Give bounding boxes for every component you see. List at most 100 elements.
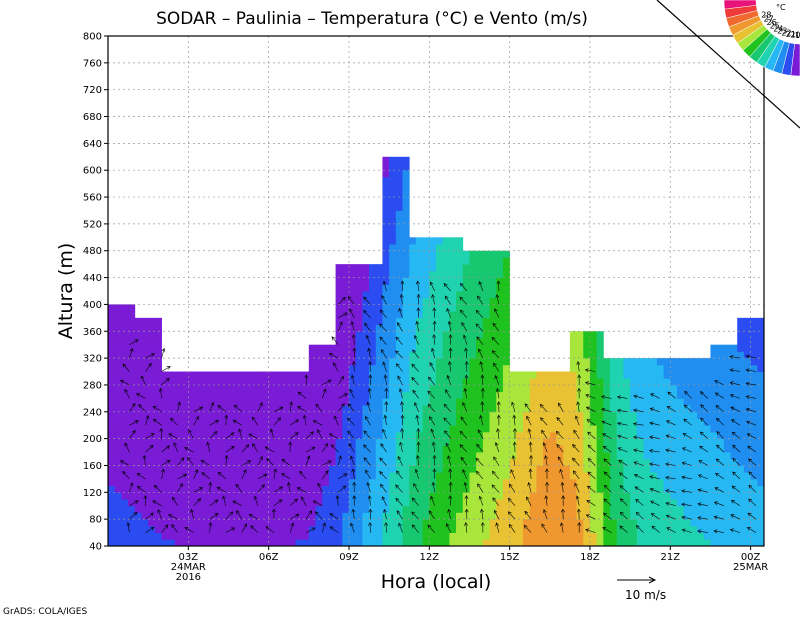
temperature-cell xyxy=(449,391,457,399)
wind-arrow xyxy=(633,409,644,413)
temperature-cell xyxy=(134,499,142,507)
temperature-cell xyxy=(261,525,270,533)
wind-arrowhead xyxy=(496,414,501,419)
wind-arrowhead xyxy=(152,405,157,410)
temperature-cell xyxy=(275,519,283,527)
temperature-cell xyxy=(422,291,430,299)
wind-arrowhead xyxy=(349,388,353,393)
wind-arrow xyxy=(384,509,387,520)
temperature-cell xyxy=(670,465,678,473)
temperature-cell xyxy=(690,492,698,500)
temperature-cell xyxy=(536,452,544,460)
temperature-cell xyxy=(128,485,136,493)
temperature-cell xyxy=(656,532,664,540)
wind-arrowhead xyxy=(384,521,389,526)
temperature-cell xyxy=(476,270,484,278)
wind-arrow xyxy=(577,361,580,372)
temperature-cell xyxy=(643,445,651,453)
temperature-cell xyxy=(282,418,290,426)
wind-arrowhead xyxy=(399,441,403,446)
wind-arrowhead xyxy=(460,416,465,421)
temperature-cell xyxy=(502,264,511,272)
temperature-cell xyxy=(415,458,424,466)
temperature-cell xyxy=(482,337,490,346)
wind-arrowhead xyxy=(526,415,530,420)
wind-arrow xyxy=(257,456,263,466)
temperature-cell xyxy=(235,405,243,413)
temperature-cell xyxy=(523,472,531,480)
temperature-cell xyxy=(409,284,417,292)
temperature-cell xyxy=(395,304,403,312)
wind-arrowhead xyxy=(545,481,549,486)
temperature-cell xyxy=(636,445,644,453)
wind-arrowhead xyxy=(129,348,134,353)
wind-arrow xyxy=(617,435,628,439)
wind-arrow xyxy=(511,402,516,412)
temperature-cell xyxy=(482,438,490,446)
temperature-cell xyxy=(362,525,370,533)
temperature-cell xyxy=(141,438,149,446)
temperature-cell xyxy=(502,311,511,319)
temperature-cell xyxy=(108,331,116,339)
temperature-cell xyxy=(496,304,504,312)
temperature-cell xyxy=(288,452,296,460)
temperature-cell xyxy=(315,499,323,507)
wind-arrow xyxy=(508,511,516,520)
temperature-cell xyxy=(703,371,711,379)
temperature-cell xyxy=(375,539,383,546)
temperature-cell xyxy=(757,364,764,372)
temperature-cell xyxy=(395,163,403,171)
temperature-cell xyxy=(636,539,644,546)
wind-arrowhead xyxy=(432,307,437,312)
temperature-cell xyxy=(750,458,758,466)
wind-arrow xyxy=(650,500,660,506)
temperature-cell xyxy=(563,384,571,393)
temperature-cell xyxy=(288,405,296,413)
temperature-cell xyxy=(328,505,336,513)
temperature-cell xyxy=(462,398,470,406)
temperature-cell xyxy=(502,337,511,346)
wind-arrowhead xyxy=(232,419,237,424)
wind-arrow xyxy=(649,436,660,439)
temperature-cell xyxy=(717,485,725,493)
temperature-cell xyxy=(235,384,243,393)
temperature-cell xyxy=(509,398,517,406)
temperature-cell xyxy=(489,250,497,258)
temperature-cell xyxy=(121,458,129,466)
temperature-cell xyxy=(114,344,122,352)
temperature-cell xyxy=(683,512,691,520)
wind-arrow xyxy=(477,483,484,493)
temperature-cell xyxy=(469,532,477,540)
temperature-cell xyxy=(241,391,249,399)
temperature-cell xyxy=(569,391,577,399)
temperature-cell xyxy=(509,458,517,466)
wind-arrowhead xyxy=(379,471,384,475)
wind-arrow xyxy=(298,391,307,399)
temperature-cell xyxy=(496,411,504,419)
temperature-cell xyxy=(409,277,417,285)
temperature-cell xyxy=(650,431,658,440)
temperature-cell xyxy=(730,478,738,486)
temperature-cell xyxy=(482,458,490,466)
temperature-cell xyxy=(429,391,437,399)
temperature-cell xyxy=(596,438,604,446)
temperature-cell xyxy=(295,492,303,500)
wind-arrow xyxy=(481,509,484,520)
wind-arrowhead xyxy=(149,444,154,449)
temperature-cell xyxy=(134,492,142,500)
temperature-cell xyxy=(429,431,437,440)
temperature-cell xyxy=(563,445,571,453)
wind-arrowhead xyxy=(383,414,388,419)
temperature-cell xyxy=(308,465,316,473)
wind-arrowhead xyxy=(281,473,286,477)
temperature-cell xyxy=(128,351,136,359)
temperature-cell xyxy=(482,425,490,433)
temperature-cell xyxy=(509,384,517,393)
temperature-cell xyxy=(308,344,316,352)
temperature-cell xyxy=(482,250,490,258)
temperature-cell xyxy=(275,438,283,446)
temperature-cell xyxy=(569,512,577,520)
temperature-cell xyxy=(402,425,410,433)
temperature-cell xyxy=(630,499,638,507)
